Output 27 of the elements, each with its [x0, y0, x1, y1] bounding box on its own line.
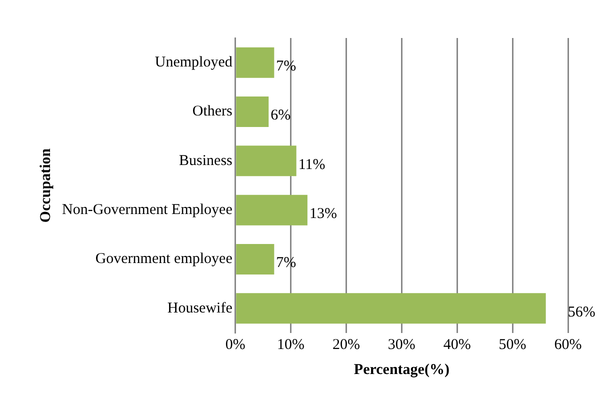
y-tick-label: Others	[192, 104, 233, 120]
y-axis-title: Occupation	[38, 148, 54, 223]
bar	[236, 96, 269, 127]
x-axis-title: Percentage(%)	[354, 362, 450, 378]
bar	[236, 146, 296, 176]
x-tick-label: 10%	[277, 336, 305, 353]
bar	[236, 47, 274, 78]
data-label: 56%	[568, 304, 596, 320]
data-label: 7%	[276, 255, 296, 272]
bar	[236, 194, 308, 226]
y-tick-label: Housewife	[167, 300, 233, 316]
y-tick-label: Unemployed	[154, 54, 233, 71]
y-tick-label: Government employee	[95, 251, 233, 268]
bar	[236, 244, 274, 274]
bar	[236, 293, 546, 324]
y-tick-label: Non-Government Employee	[62, 202, 233, 218]
x-tick-label: 60%	[554, 336, 582, 353]
data-label: 6%	[270, 108, 291, 124]
y-tick-label: Business	[179, 152, 233, 169]
x-tick-label: 50%	[498, 336, 526, 353]
data-label: 7%	[276, 58, 296, 75]
x-tick-label: 30%	[388, 336, 416, 353]
x-tick-label: 0%	[225, 336, 246, 353]
data-label: 13%	[309, 206, 337, 222]
x-tick-label: 20%	[332, 336, 360, 353]
x-tick-label: 40%	[443, 336, 471, 353]
data-label: 11%	[298, 156, 326, 173]
